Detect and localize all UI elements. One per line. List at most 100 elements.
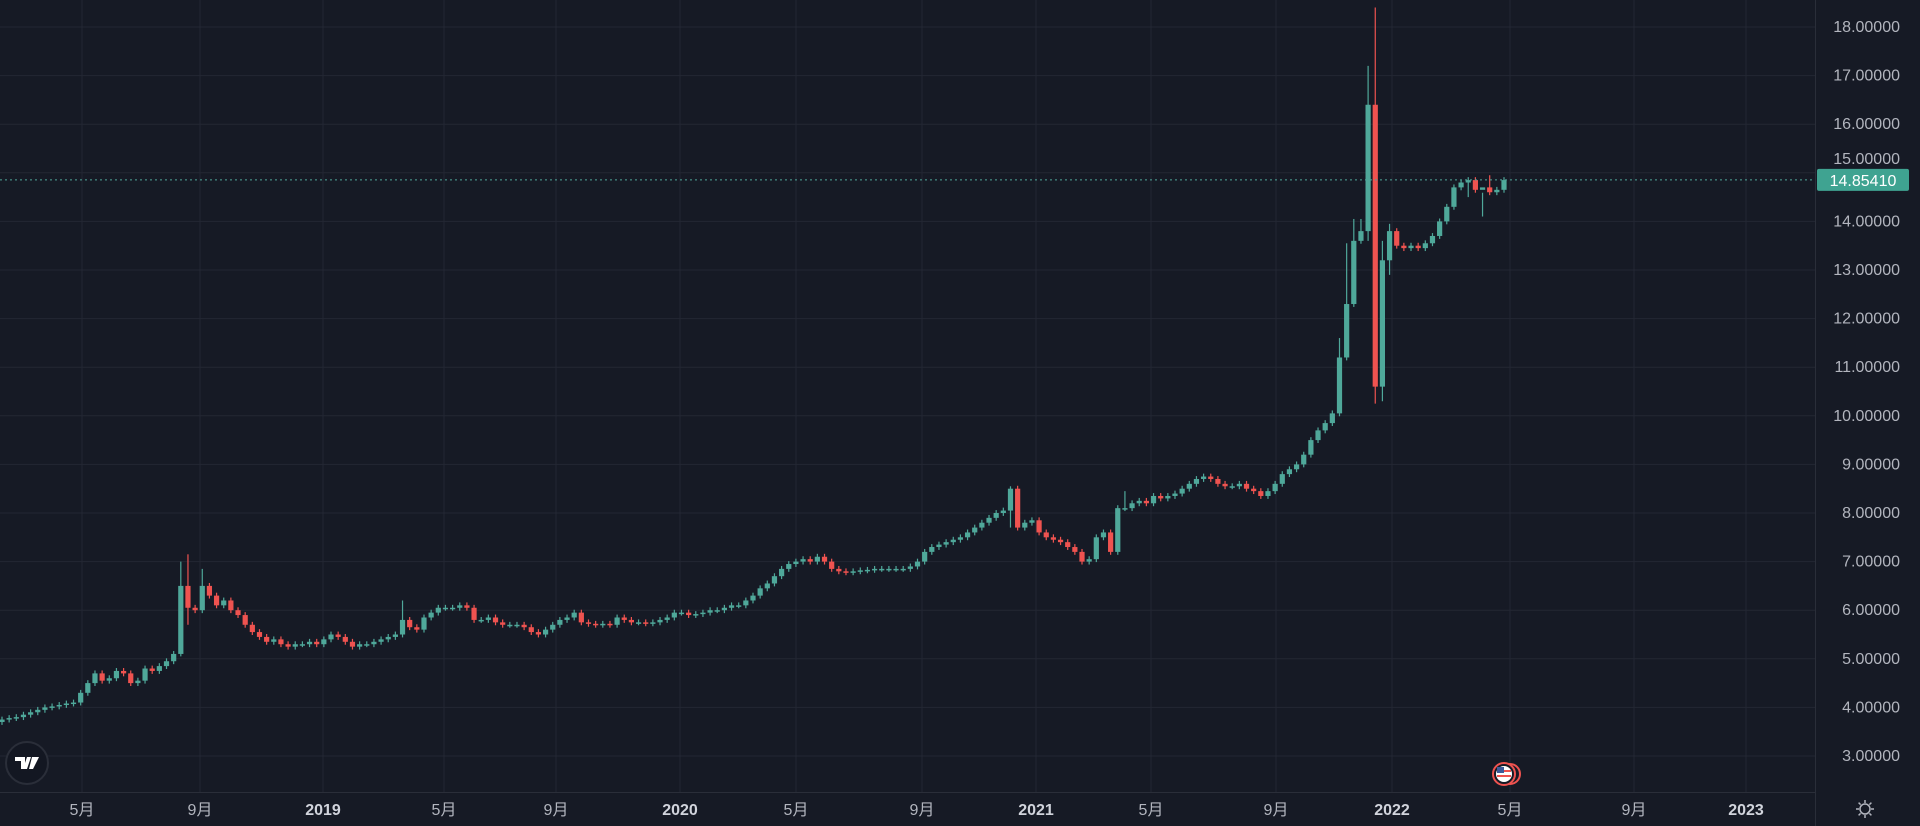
candle-body <box>1201 476 1207 479</box>
candle-body <box>242 615 248 625</box>
candle-down <box>407 617 413 631</box>
candle-up <box>557 617 563 628</box>
candle-body <box>1100 532 1107 538</box>
candle-body <box>1143 500 1149 504</box>
candle-up <box>1265 488 1271 499</box>
candle-down <box>1251 485 1257 495</box>
candle-body <box>764 583 770 589</box>
candle-body <box>743 600 749 606</box>
candle-body <box>1344 304 1350 358</box>
candle-body <box>607 623 613 626</box>
candle-body <box>49 706 55 708</box>
candle-body <box>1372 104 1378 387</box>
candle-body <box>1494 189 1500 193</box>
candle-up <box>1444 203 1450 225</box>
candle-up <box>786 561 792 572</box>
candle-body <box>571 612 577 618</box>
candle-down <box>1065 539 1071 550</box>
candle-up <box>1165 493 1171 502</box>
candle-up <box>728 602 735 611</box>
candle-body <box>728 605 735 608</box>
price-tick-label: 16.00000 <box>1833 116 1900 133</box>
tradingview-logo[interactable] <box>5 741 49 785</box>
candle-up <box>1479 187 1486 217</box>
candle-down <box>1043 529 1049 541</box>
candle-body <box>871 568 878 571</box>
time-tick-label: 2019 <box>305 802 341 819</box>
candle-body <box>1308 440 1314 455</box>
candle-up <box>299 641 305 648</box>
candle-body <box>757 588 763 596</box>
candle-up <box>20 711 27 721</box>
candle-up <box>1000 507 1006 516</box>
candle-body <box>442 607 449 610</box>
candle-body <box>929 547 935 552</box>
candle-up <box>1100 529 1107 541</box>
candle-down <box>1394 228 1400 249</box>
last-price-label: 14.85410 <box>1830 173 1897 190</box>
candle-up <box>1179 485 1185 497</box>
candle-body <box>557 619 563 625</box>
candle-down <box>492 614 499 626</box>
price-tick-label: 9.00000 <box>1842 456 1900 473</box>
candle-body <box>1236 483 1242 487</box>
candle-up <box>1129 500 1135 512</box>
candle-body <box>1215 478 1221 484</box>
price-tick-label: 6.00000 <box>1842 602 1900 619</box>
candle-body <box>814 556 820 562</box>
candle-down <box>349 638 356 650</box>
candle-body <box>1358 231 1364 241</box>
candle-up <box>800 556 806 565</box>
price-axis[interactable]: 18.00000 17.00000 16.00000 15.00000 14.00000… <box>1833 19 1900 765</box>
candle-up <box>950 536 956 546</box>
price-tick-label: 17.00000 <box>1833 68 1900 85</box>
candle-down <box>607 620 613 628</box>
candle-up <box>1494 186 1500 196</box>
candle-up <box>1458 179 1464 191</box>
candle-body <box>235 610 241 616</box>
candle-body <box>264 636 270 642</box>
candle-down <box>120 668 127 677</box>
candle-up <box>1336 338 1343 417</box>
candle-body <box>1208 476 1214 479</box>
candle-body <box>914 561 921 567</box>
candle-up <box>1501 177 1507 193</box>
candle-down <box>1036 517 1042 536</box>
candle-body <box>271 639 277 642</box>
candle-down <box>829 558 835 572</box>
time-axis[interactable]: 5月 9月 2019 5月 9月 2020 5月 9月 2021 5月 9月 2022 5月 9月 2023 <box>70 802 1764 819</box>
candle-body <box>600 623 606 626</box>
candle-down <box>192 604 198 614</box>
candle-body <box>414 627 420 630</box>
candle-up <box>1465 177 1471 198</box>
candle-body <box>864 569 871 572</box>
gear-icon[interactable] <box>1856 800 1874 818</box>
candle-down <box>1401 242 1407 252</box>
candle-up <box>1007 486 1014 528</box>
us-flag-event-icon[interactable] <box>1492 762 1521 786</box>
candle-up <box>171 651 177 665</box>
candle-body <box>836 568 842 572</box>
candle-up <box>793 558 799 567</box>
candle-down <box>686 609 692 618</box>
candle-down <box>585 619 592 627</box>
candle-down <box>1108 529 1114 555</box>
candle-down <box>535 629 542 638</box>
candle-body <box>635 622 642 624</box>
candle-up <box>1201 473 1207 482</box>
price-tick-label: 15.00000 <box>1833 151 1900 168</box>
candle-up <box>399 600 406 638</box>
candle-body <box>228 600 234 611</box>
candle-body <box>335 634 341 637</box>
candle-body <box>1136 500 1142 504</box>
candle-up <box>571 609 577 621</box>
candle-up <box>871 565 878 573</box>
candle-up <box>957 534 964 543</box>
candle-down <box>821 553 828 565</box>
candle-body <box>1408 245 1414 249</box>
candle-body <box>1065 542 1071 548</box>
candle-body <box>1265 491 1271 496</box>
candle-up <box>435 604 441 616</box>
candle-body <box>1029 520 1035 523</box>
